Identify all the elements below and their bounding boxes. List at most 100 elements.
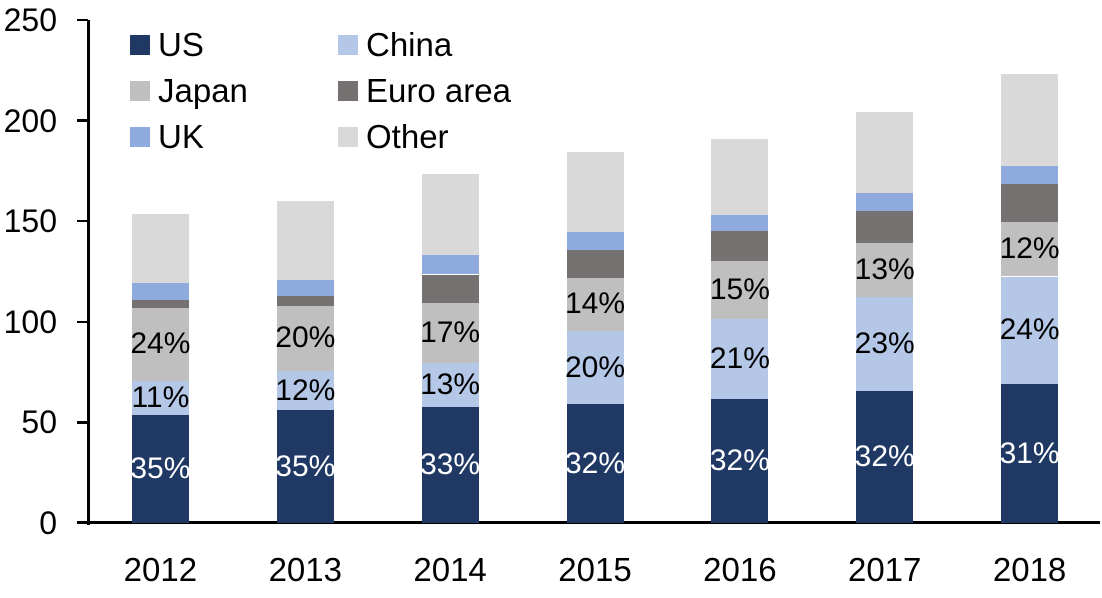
segment-label-china-2016: 21% (709, 342, 770, 375)
bar-segment-euro-area-2013 (276, 295, 334, 306)
legend-swatch-uk-icon (130, 127, 150, 147)
segment-label-us-2017: 32% (854, 440, 915, 474)
legend-swatch-other-icon (338, 127, 358, 147)
legend-item-us: US (130, 22, 338, 68)
bar-segment-other-2016 (711, 138, 769, 216)
bar-segment-euro-area-2017 (856, 211, 914, 244)
bar-segment-us-2012 (131, 415, 189, 523)
segment-label-us-2016: 32% (709, 444, 770, 478)
y-tick-mark (77, 320, 88, 324)
bar-segment-china-2012 (131, 381, 189, 416)
bar-segment-china-2014 (421, 363, 479, 408)
bar-segment-uk-2018 (1001, 165, 1059, 184)
bar-segment-euro-area-2012 (131, 299, 189, 308)
bar-segment-china-2013 (276, 371, 334, 411)
bar-segment-other-2012 (131, 214, 189, 283)
bar-segment-us-2017 (856, 391, 914, 523)
y-tick-mark (77, 219, 88, 223)
bar-segment-euro-area-2018 (1001, 184, 1059, 223)
segment-label-us-2018: 31% (999, 436, 1060, 470)
bar-segment-us-2014 (421, 407, 479, 523)
x-axis-label-2016: 2016 (703, 551, 777, 588)
segment-label-japan-2018: 12% (999, 232, 1060, 266)
y-tick-label: 50 (21, 404, 57, 441)
y-tick-label: 0 (39, 505, 57, 541)
bar-segment-uk-2017 (856, 193, 914, 212)
bar-segment-us-2016 (711, 399, 769, 523)
segment-label-us-2015: 32% (564, 446, 626, 480)
legend-label-china: China (366, 26, 453, 63)
legend-item-uk: UK (130, 114, 338, 160)
legend-swatch-us-icon (130, 35, 150, 55)
segment-label-china-2014: 13% (420, 368, 481, 402)
bar-segment-uk-2014 (421, 255, 479, 275)
segment-label-us-2014: 33% (420, 448, 481, 482)
segment-label-japan-2014: 17% (420, 315, 481, 349)
segment-label-china-2015: 20% (564, 350, 626, 384)
legend-label-japan: Japan (158, 72, 248, 109)
segment-label-japan-2017: 13% (854, 253, 915, 286)
bar-segment-japan-2018 (1001, 222, 1059, 277)
bar-segment-japan-2013 (276, 305, 334, 372)
y-tick-label: 250 (3, 2, 57, 38)
segment-label-china-2017: 23% (854, 326, 915, 360)
bar-segment-other-2018 (1001, 74, 1059, 166)
bar-segment-japan-2016 (711, 261, 769, 319)
bar-segment-us-2015 (566, 404, 624, 523)
segment-label-japan-2015: 14% (564, 287, 626, 321)
segment-label-china-2018: 24% (999, 313, 1060, 347)
bar-segment-us-2013 (276, 410, 334, 523)
segment-label-us-2012: 35% (130, 452, 191, 486)
bar-segment-other-2015 (566, 151, 624, 233)
bar-segment-euro-area-2014 (421, 274, 479, 303)
bar-segment-japan-2012 (131, 307, 189, 382)
bar-segment-other-2013 (276, 201, 334, 280)
legend-item-china: China (338, 22, 568, 68)
y-tick-mark (77, 18, 88, 22)
bar-segment-uk-2015 (566, 232, 624, 251)
x-axis-label-2013: 2013 (268, 551, 342, 588)
bar-segment-japan-2014 (421, 302, 479, 364)
y-axis-line (87, 20, 90, 525)
bar-segment-china-2015 (566, 330, 624, 405)
segment-label-china-2013: 12% (275, 373, 336, 407)
x-axis-label-2012: 2012 (123, 551, 198, 588)
bar-segment-other-2014 (421, 173, 479, 256)
legend-label-uk: UK (158, 118, 204, 155)
bar-segment-euro-area-2016 (711, 231, 769, 262)
segment-label-us-2013: 35% (275, 449, 336, 483)
x-axis-label-2015: 2015 (558, 551, 632, 588)
legend-swatch-china-icon (338, 35, 358, 55)
segment-label-china-2012: 11% (131, 381, 190, 415)
segment-label-japan-2013: 20% (275, 321, 336, 355)
y-tick-mark (77, 119, 88, 122)
bar-segment-china-2018 (1001, 276, 1059, 385)
x-axis-label-2018: 2018 (992, 551, 1067, 588)
legend-label-other: Other (366, 118, 449, 155)
y-tick-mark (77, 421, 88, 424)
bar-segment-uk-2013 (276, 279, 334, 296)
bar-segment-japan-2015 (566, 277, 624, 331)
y-tick-label: 200 (3, 102, 57, 139)
y-tick-label: 100 (3, 303, 57, 340)
y-tick-label: 150 (3, 203, 57, 240)
legend-swatch-japan-icon (130, 81, 150, 101)
bar-segment-uk-2016 (711, 215, 769, 232)
segment-label-japan-2012: 24% (130, 327, 191, 361)
bar-segment-uk-2012 (131, 282, 189, 300)
bar-segment-china-2016 (711, 318, 769, 400)
legend-item-euro-area: Euro area (338, 68, 568, 114)
x-axis-label-2017: 2017 (847, 551, 922, 588)
bar-segment-china-2017 (856, 296, 914, 392)
legend-label-euro-area: Euro area (366, 72, 511, 109)
segment-label-japan-2016: 15% (709, 273, 770, 307)
bar-segment-japan-2017 (856, 243, 914, 297)
bar-segment-other-2017 (856, 111, 914, 193)
bar-segment-euro-area-2015 (566, 250, 624, 278)
legend-swatch-euro-area-icon (338, 81, 358, 101)
legend-item-other: Other (338, 114, 568, 160)
legend-item-japan: Japan (130, 68, 338, 114)
bar-segment-us-2018 (1001, 384, 1059, 523)
legend: US China Japan Euro area UK Other (130, 22, 568, 160)
